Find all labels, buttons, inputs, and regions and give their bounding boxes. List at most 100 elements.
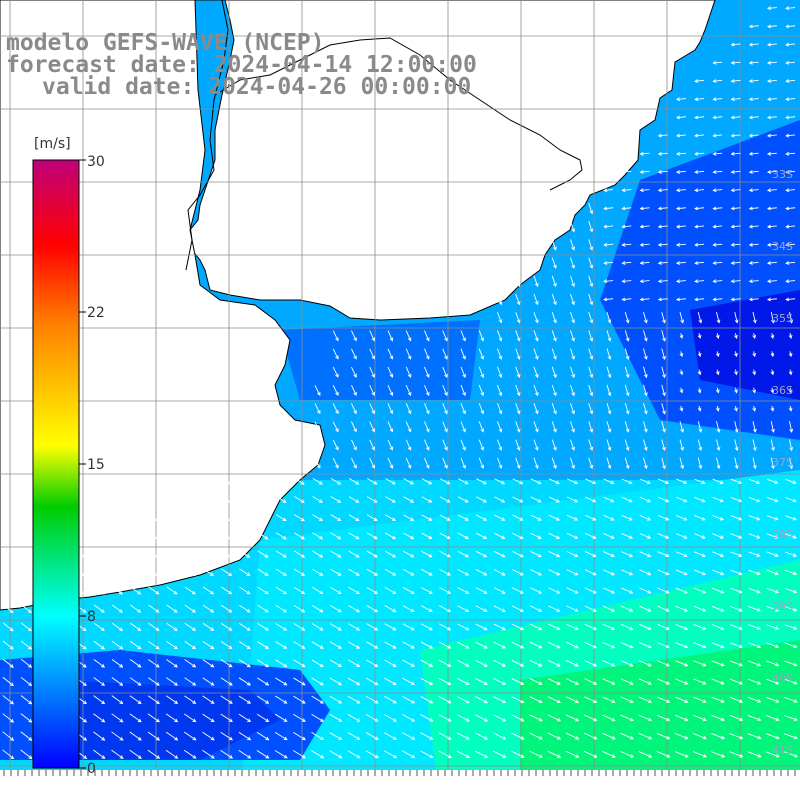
wind-arrow-icon [624,403,630,415]
wind-arrow-icon [497,312,503,324]
wind-arrow-icon [420,714,434,722]
wind-arrow-icon [424,439,430,451]
wind-arrow-icon [785,297,796,302]
wind-arrow-icon [497,421,503,433]
wind-arrow-icon [387,366,394,378]
wind-arrow-icon [675,569,688,576]
wind-arrow-icon [639,551,652,558]
wind-arrow-icon [347,659,361,667]
wind-arrow-icon [293,586,306,595]
wind-arrow-icon [147,731,161,741]
wind-arrow-icon [602,696,616,704]
wind-arrow-icon [694,133,705,138]
wind-arrow-icon [130,513,141,522]
wind-arrow-icon [643,330,648,342]
wind-arrow-icon [657,151,668,156]
wind-arrow-icon [457,550,470,558]
wind-arrow-icon [438,659,452,667]
wind-arrow-icon [456,732,470,740]
wind-arrow-icon [347,750,361,759]
wind-arrow-icon [457,514,469,521]
wind-arrow-icon [511,750,525,758]
wind-arrow-icon [239,477,251,485]
wind-arrow-icon [747,733,762,740]
wind-arrow-icon [748,188,759,193]
wind-arrow-icon [348,641,361,649]
wind-arrow-icon [661,366,666,379]
wind-arrow-icon [2,731,15,741]
wind-arrow-icon [457,532,469,540]
wind-arrow-icon [257,586,269,595]
wind-arrow-icon [748,569,761,576]
wind-arrow-icon [148,622,160,631]
wind-arrow-icon [314,403,321,415]
wind-arrow-icon [347,713,361,722]
wind-arrow-icon [766,533,779,539]
wind-arrow-icon [111,731,124,741]
wind-arrow-icon [661,384,666,397]
wind-arrow-icon [478,348,485,360]
wind-arrow-icon [639,188,650,193]
wind-arrow-icon [111,659,124,668]
wind-arrow-icon [711,642,725,649]
colorbar-tick-15: 15 [87,457,105,473]
wind-arrow-icon [330,496,342,503]
wind-arrow-icon [734,333,738,339]
wind-arrow-icon [752,421,757,433]
wind-arrow-icon [679,333,684,339]
wind-arrow-icon [457,587,470,594]
wind-arrow-icon [20,713,33,723]
wind-arrow-icon [729,642,743,649]
wind-arrow-icon [747,696,762,703]
wind-arrow-icon [766,97,777,102]
wind-arrow-icon [584,551,597,558]
wind-arrow-icon [606,384,612,397]
wind-arrow-icon [275,586,287,595]
wind-arrow-icon [203,495,214,504]
wind-arrow-icon [369,348,375,360]
wind-arrow-icon [515,439,521,451]
wind-arrow-icon [588,366,594,379]
wind-arrow-icon [711,733,726,740]
wind-arrow-icon [620,714,634,722]
wind-arrow-icon [475,641,488,649]
wind-arrow-icon [533,439,539,451]
wind-arrow-icon [332,330,339,342]
wind-arrow-icon [457,641,470,649]
wind-arrow-icon [712,151,723,156]
wind-arrow-icon [292,750,306,759]
wind-arrow-icon [311,713,325,722]
wind-arrow-icon [570,257,575,269]
wind-arrow-icon [93,713,106,723]
wind-arrow-icon [329,659,343,668]
wind-arrow-icon [387,439,394,451]
wind-arrow-icon [551,421,557,433]
wind-arrow-icon [766,551,779,557]
wind-arrow-icon [476,496,488,503]
wind-arrow-icon [621,170,632,174]
wind-arrow-icon [460,403,466,415]
wind-arrow-icon [420,641,434,649]
wind-arrow-icon [529,659,543,667]
wind-arrow-icon [551,439,557,451]
wind-arrow-icon [439,478,451,485]
wind-arrow-icon [712,496,724,503]
wind-arrow-icon [184,659,197,668]
wind-arrow-icon [111,677,124,686]
wind-arrow-icon [493,550,506,558]
wind-arrow-icon [512,569,524,576]
wind-arrow-icon [460,348,466,360]
wind-arrow-icon [603,188,614,193]
wind-arrow-icon [512,550,524,558]
wind-arrow-icon [638,732,653,740]
wind-arrow-icon [493,587,506,594]
wind-arrow-icon [387,403,394,415]
wind-arrow-icon [257,641,270,649]
wind-arrow-icon [460,330,466,342]
wind-arrow-icon [202,731,215,741]
wind-arrow-icon [366,550,378,558]
wind-arrow-icon [184,731,197,741]
wind-arrow-icon [693,587,707,594]
wind-arrow-icon [551,293,557,306]
wind-arrow-icon [129,695,142,705]
